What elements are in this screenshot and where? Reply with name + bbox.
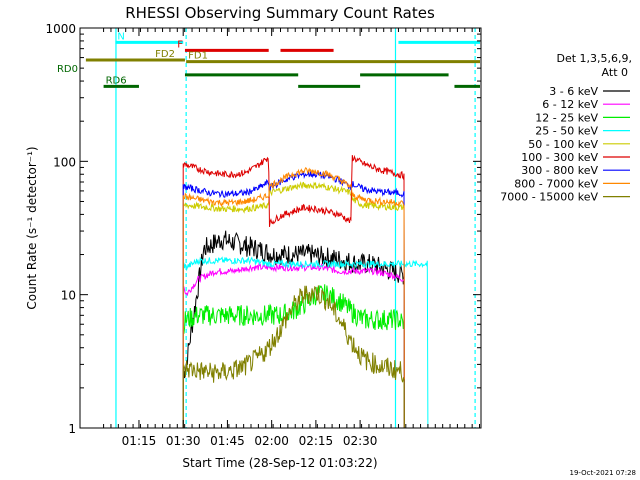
flag-label-rd0: RD0 [57,64,78,75]
y-axis-label: Count Rate (s⁻¹ detector⁻¹) [25,146,39,309]
legend-label: 100 - 300 keV [521,151,598,164]
series-line-4 [182,181,405,429]
y-tick-label: 10 [61,289,76,303]
flag-label-rd6: RD6 [106,75,127,86]
flag-label-fd1: FD1 [188,51,208,62]
series-line-0 [182,230,405,429]
series-line-3 [182,256,429,429]
legend-label: 25 - 50 keV [535,125,598,138]
vertical-markers [115,28,476,428]
x-axis-label: Start Time (28-Sep-12 01:03:22) [182,456,377,470]
y-tick-label: 1000 [45,22,76,36]
legend-label: 7000 - 15000 keV [500,191,598,204]
series-line-2 [182,284,405,429]
flag-bars: N F FD1 FD2 RD0 RD6 [57,31,480,88]
series-line-8 [182,285,405,429]
x-tick-label: 01:15 [122,434,157,448]
legend-label: 12 - 25 keV [535,111,598,124]
x-tick-label: 02:00 [254,434,289,448]
legend-label: 800 - 7000 keV [514,177,598,190]
chart-title: RHESSI Observing Summary Count Rates [125,4,435,22]
flag-label-n: N [117,31,124,42]
series-line-6 [182,169,405,429]
legend-label: 50 - 100 keV [528,138,598,151]
series-line-5 [182,154,405,429]
legend-header-line-1: Det 1,3,5,6,9, [556,52,632,65]
flag-label-f: F [177,39,183,50]
series-line-1 [182,262,405,429]
legend-label: 3 - 6 keV [549,85,598,98]
legend-header-line-2: Att 0 [602,66,628,79]
y-tick-label: 1 [68,422,76,436]
footer-timestamp: 19-Oct-2021 07:28 [570,469,636,477]
data-series [182,154,429,429]
axes: 1 10 100 1000 01:15 01:30 01:45 02:00 02:15 02:30 [45,22,481,448]
x-tick-label: 02:15 [299,434,334,448]
legend-label: 300 - 800 keV [521,164,598,177]
flag-label-fd2: FD2 [155,49,175,60]
x-tick-label: 01:30 [166,434,201,448]
series-line-7 [182,167,405,429]
x-tick-label: 01:45 [210,434,245,448]
x-tick-label: 02:30 [343,434,378,448]
y-tick-label: 100 [53,155,76,169]
legend-label: 6 - 12 keV [542,98,598,111]
